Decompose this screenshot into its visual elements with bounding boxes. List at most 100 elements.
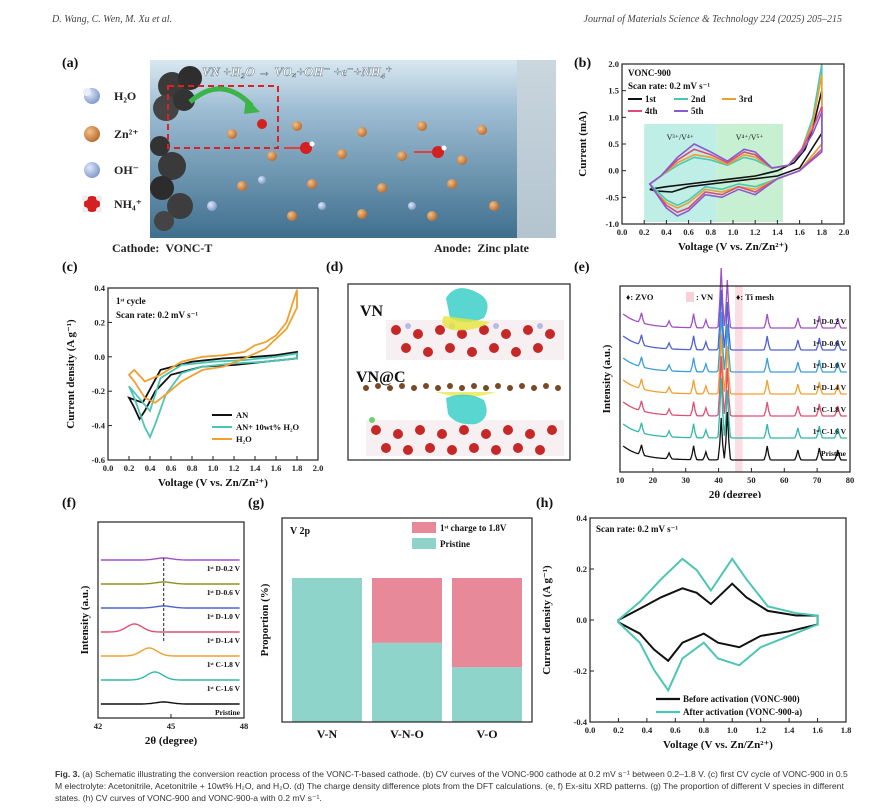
c-xtick-label: 0.0 xyxy=(103,463,114,473)
e-legend-label: ♦: Ti mesh xyxy=(736,292,774,302)
running-header-journal: Journal of Materials Science & Technolog… xyxy=(583,14,842,25)
b-title: VONC-900 xyxy=(628,68,671,78)
f-series-line xyxy=(100,647,240,657)
e-series-line xyxy=(622,411,847,461)
legend-nh4: NH₄⁺ xyxy=(114,197,142,211)
c-ytick-label: -0.4 xyxy=(92,421,106,431)
h-xtick-label: 1.2 xyxy=(755,725,766,735)
c-title: 1ˢᵗ cycle xyxy=(116,296,146,306)
chart-c: 0.0 0.2 0.4 0.6 0.8 1.0 1.2 1.4 1.6 1.8 2.0 -0.6 -0.… xyxy=(65,283,324,489)
chart-f: 1ˢᵗ D-0.2 V 1ˢᵗ D-0.6 V 1ˢᵗ D-1.0 V 1ˢᵗ D-1… xyxy=(79,521,248,747)
b-xtick-label: 0.2 xyxy=(639,227,650,237)
panel-e: (e) 1ˢᵗ D-0.2 V 1ˢᵗ D-0.6 V 1ˢᵗ D-1.0 V 1ˢᵗ… xyxy=(574,260,864,501)
g-bar xyxy=(292,578,362,722)
f-series-line xyxy=(100,605,240,609)
vnc-slab xyxy=(366,394,564,456)
c-xtick-label: 1.8 xyxy=(292,463,303,473)
e-xtick-label: 20 xyxy=(649,475,658,485)
e-series-line xyxy=(622,267,847,329)
zinc-plate xyxy=(517,60,556,238)
e-ylabel: Intensity (a.u.) xyxy=(601,344,613,413)
h-xtick-label: 0.4 xyxy=(642,725,653,735)
reaction-equation: VN +H₂O → VOₓ+OH⁻ +e⁻+NH₄⁺ xyxy=(202,64,392,79)
b-ytick-label: 1.0 xyxy=(608,112,619,122)
panel-h: (h) 0.0 0.2 0.4 0.6 0.8 1.0 1.2 1.4 1.6 1.8 -0.4 -0… xyxy=(536,496,866,760)
running-header-authors: D. Wang, C. Wen, M. Xu et al. xyxy=(52,14,173,25)
figure-caption: Fig. 3. (a) Schematic illustrating the c… xyxy=(55,768,855,804)
f-series-label: 1ˢᵗ C-1.8 V xyxy=(207,660,241,669)
c-xtick-label: 1.0 xyxy=(208,463,219,473)
e-series-line xyxy=(622,311,847,373)
b-xtick-label: 2.0 xyxy=(839,227,850,237)
h-ytick-label: -0.2 xyxy=(574,666,587,676)
vnc-label: VN@C xyxy=(356,369,406,386)
g-frame xyxy=(281,517,533,723)
c-xtick-label: 0.6 xyxy=(166,463,177,473)
c-xtick-label: 0.2 xyxy=(124,463,135,473)
b-xlabel: Voltage (V vs. Zn/Zn²⁺) xyxy=(678,241,788,253)
panel-a: (a) xyxy=(62,56,560,255)
c-ytick-label: 0.4 xyxy=(94,283,105,293)
h-frame xyxy=(589,517,847,723)
f-series-label: Pristine xyxy=(215,708,241,717)
panel-h-label: (h) xyxy=(536,496,554,511)
b-legend-label: 4th xyxy=(645,106,658,116)
g-title: V 2p xyxy=(290,526,311,537)
c-xtick-label: 0.8 xyxy=(187,463,198,473)
panel-c: (c) 0.0 0.2 0.4 0.6 0.8 1.0 1.2 1.4 1.6 1.8 2.0 -0.… xyxy=(62,260,330,498)
g-category-label: V-O xyxy=(476,727,497,741)
g-bar xyxy=(372,578,442,643)
panel-g-label: (g) xyxy=(248,496,265,511)
zn-ions xyxy=(227,121,499,221)
e-frame xyxy=(619,285,851,473)
g-bar xyxy=(372,642,442,722)
f-series-line xyxy=(100,701,240,705)
h-series-line xyxy=(617,557,819,693)
b-ytick-label: 0.0 xyxy=(608,166,619,176)
legend-oh: OH⁻ xyxy=(114,163,139,177)
legend-icons xyxy=(82,88,102,213)
c-xtick-label: 2.0 xyxy=(313,463,324,473)
b-region-label: V⁴⁺/V⁵⁺ xyxy=(736,133,764,142)
b-xtick-label: 0.8 xyxy=(705,227,716,237)
vn-label: VN xyxy=(360,303,384,320)
e-xtick-label: 80 xyxy=(846,475,855,485)
b-ytick-label: 1.5 xyxy=(608,86,619,96)
c-xlabel: Voltage (V vs. Zn/Zn²⁺) xyxy=(158,477,268,489)
e-series-label: 1ˢᵗ C-1.6 V xyxy=(813,427,847,436)
c-xtick-label: 1.2 xyxy=(229,463,240,473)
chart-e: 1ˢᵗ D-0.2 V 1ˢᵗ D-0.6 V 1ˢᵗ D-1.0 V 1ˢᵗ D-1… xyxy=(601,267,855,501)
g-bar xyxy=(452,667,522,722)
zinc-ion-icon xyxy=(84,126,100,142)
b-series-line xyxy=(648,106,823,214)
b-legend-label: 3rd xyxy=(739,94,753,104)
h-ytick-label: 0.2 xyxy=(576,564,587,574)
b-ytick-label: -0.5 xyxy=(606,192,619,202)
b-region xyxy=(716,124,783,222)
panel-g: (g) V-N V-N-O V-O Proportion (%) V 2p 1ˢᵗ cha… xyxy=(248,496,548,760)
panel-f-label: (f) xyxy=(62,496,76,511)
e-series-line xyxy=(622,377,847,439)
b-xtick-label: 1.6 xyxy=(794,227,805,237)
e-series-label: 1ˢᵗ D-0.2 V xyxy=(813,317,847,326)
h-legend-label: After activation (VONC-900-a) xyxy=(683,707,802,717)
b-subtitle: Scan rate: 0.2 mV s⁻¹ xyxy=(628,81,710,91)
h-xtick-label: 0.2 xyxy=(613,725,624,735)
h-subtitle: Scan rate: 0.2 mV s⁻¹ xyxy=(596,524,678,534)
cathode-label: Cathode: VONC-T xyxy=(112,241,212,254)
e-xtick-label: 40 xyxy=(714,475,723,485)
b-xtick-label: 1.8 xyxy=(816,227,827,237)
e-xtick-label: 50 xyxy=(747,475,756,485)
h-xtick-label: 1.8 xyxy=(841,725,852,735)
e-xtick-label: 70 xyxy=(813,475,822,485)
e-legend-label: ♦: ZVO xyxy=(626,292,654,302)
e-series-label: Pristine xyxy=(821,449,847,458)
e-series-label: 1ˢᵗ C-1.8 V xyxy=(813,405,847,414)
g-legend-swatch xyxy=(412,522,436,533)
legend-h2o: H₂O xyxy=(114,89,136,103)
f-series-line xyxy=(100,623,240,633)
c-ytick-label: 0.2 xyxy=(94,317,105,327)
caption-text: (a) Schematic illustrating the conversio… xyxy=(55,769,848,803)
b-region xyxy=(644,124,717,222)
b-legend-label: 1st xyxy=(645,94,656,104)
